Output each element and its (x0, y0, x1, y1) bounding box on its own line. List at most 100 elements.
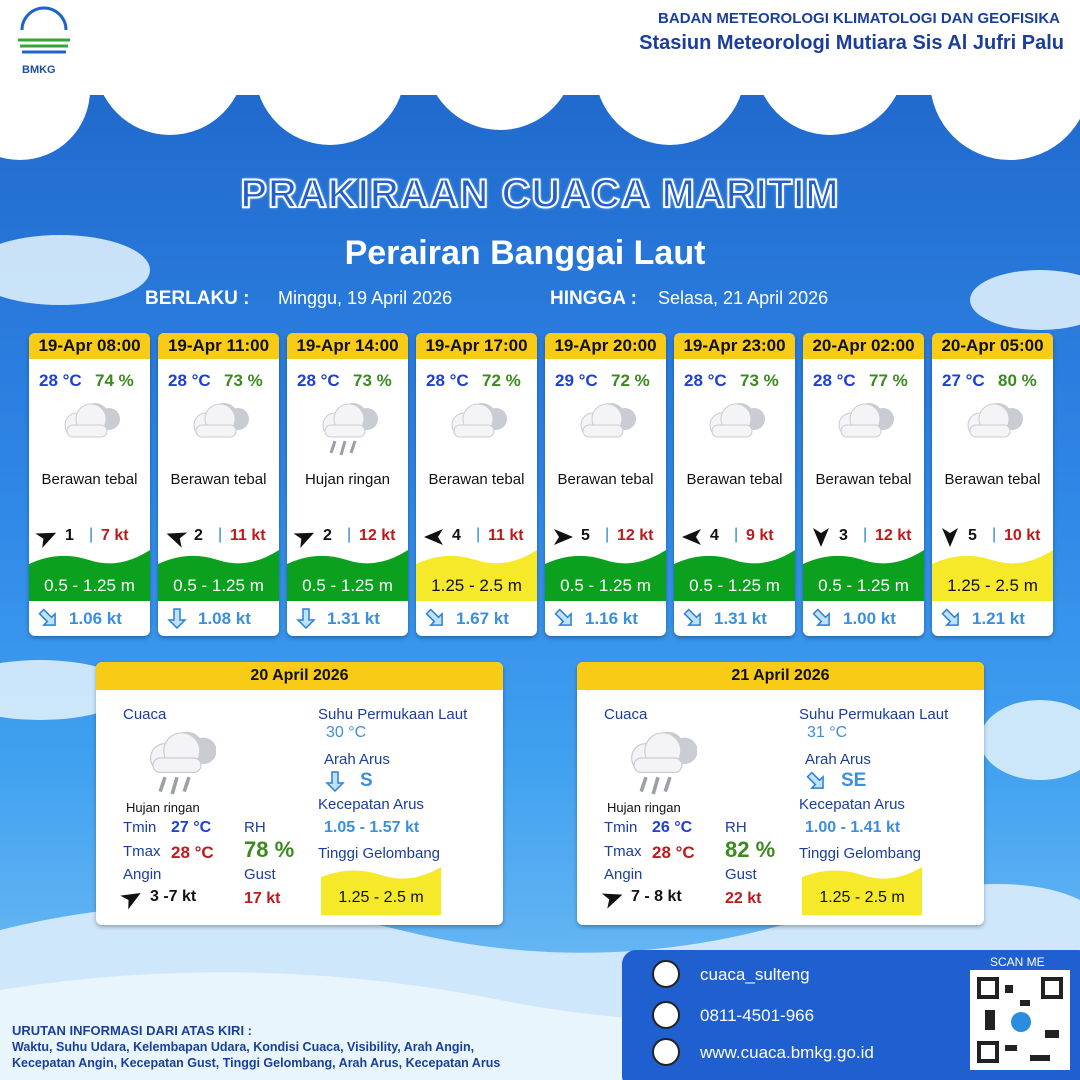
forecast-time: 19-Apr 11:00 (158, 333, 279, 359)
valid-to-label: HINGGA : (550, 288, 637, 309)
forecast-time: 20-Apr 02:00 (803, 333, 924, 359)
separator: | (476, 526, 481, 543)
label: Kecepatan Arus (799, 796, 905, 813)
current-arrow (167, 608, 187, 629)
air-temp: 28 °C (39, 371, 82, 390)
current-arrow (806, 771, 824, 789)
tmax: 28 °C (652, 843, 695, 862)
wind-arrow (942, 528, 958, 547)
current-arrow (325, 771, 345, 792)
weather: Hujan ringan (126, 800, 200, 815)
label: Tmax (604, 843, 642, 860)
current-arrow (38, 608, 56, 626)
wave-height: 0.5 - 1.25 m (302, 576, 393, 595)
air-temp: 28 °C (813, 371, 856, 390)
wind-speed: 11 kt (488, 527, 524, 544)
wind-speed: 9 kt (746, 527, 774, 544)
label: Arah Arus (324, 751, 390, 768)
separator: | (863, 526, 868, 543)
weather: Hujan ringan (304, 471, 391, 488)
label: RH (725, 819, 747, 836)
current-speed: 1.67 kt (456, 609, 509, 628)
air-temp: 27 °C (942, 371, 985, 390)
forecast-card: 19-Apr 23:00 28 °C 73 % Berawan tebal 4 | 9 k… (674, 333, 795, 636)
current-arrow (941, 608, 959, 626)
note-line: Kecepatan Angin, Kecepatan Gust, Tinggi … (12, 1056, 501, 1070)
humidity: 77 % (869, 371, 908, 390)
wind-arrow (424, 529, 443, 545)
current-dir: S (360, 770, 373, 791)
current-speed: 1.31 kt (327, 609, 380, 628)
humidity: 80 % (998, 371, 1037, 390)
wind: 3 -7 kt (150, 888, 197, 905)
daily-panel: 20 April 2026 Cuaca Hujan ringan Tmin 27 °C… (96, 662, 503, 925)
wave-height: 1.25 - 2.5 m (947, 576, 1038, 595)
weather-icon (967, 403, 1023, 438)
forecast-card: 19-Apr 11:00 28 °C 73 % Berawan tebal 2 | 11 … (158, 333, 279, 636)
wind-arrow (120, 893, 141, 910)
wind-speed: 11 kt (230, 527, 266, 544)
forecast-card: 19-Apr 14:00 28 °C 73 % Hujan ringan 2 | 12 k… (287, 333, 408, 636)
wave-height: 0.5 - 1.25 m (818, 576, 909, 595)
weather-icon (838, 403, 894, 438)
label: Kecepatan Arus (318, 796, 424, 813)
label: Angin (604, 866, 643, 883)
separator: | (992, 526, 997, 543)
label: Tmin (123, 819, 157, 836)
valid-from: Minggu, 19 April 2026 (278, 288, 453, 308)
weather-icon (150, 731, 216, 795)
current-speed: 1.31 kt (714, 609, 767, 628)
note-line: Waktu, Suhu Udara, Kelembapan Udara, Kon… (12, 1040, 475, 1054)
weather-icon (322, 403, 378, 456)
scan-label: SCAN ME (990, 955, 1045, 969)
label: Cuaca (604, 706, 648, 723)
current-speed: 1.00 - 1.41 kt (805, 819, 901, 836)
wave-height: 1.25 - 2.5 m (819, 889, 905, 906)
label: Suhu Permukaan Laut (318, 706, 468, 723)
wave-height: 0.5 - 1.25 m (44, 576, 135, 595)
separator: | (605, 526, 610, 543)
gust: 17 kt (244, 890, 281, 907)
phone: 0811-4501-966 (700, 1006, 815, 1025)
wind-arrow (166, 532, 188, 548)
wave-shape (932, 550, 1053, 601)
weather: Berawan tebal (815, 471, 912, 488)
wind-speed: 7 kt (101, 527, 129, 544)
wave-shape (416, 550, 537, 601)
weather: Berawan tebal (686, 471, 783, 488)
wind-scale: 5 (581, 527, 590, 544)
forecast-card: 20-Apr 02:00 28 °C 77 % Berawan tebal 3 | 12 … (803, 333, 924, 636)
air-temp: 29 °C (555, 371, 598, 390)
weather: Berawan tebal (170, 471, 267, 488)
valid-to: Selasa, 21 April 2026 (658, 288, 829, 308)
daily-date: 20 April 2026 (96, 662, 503, 690)
weather: Berawan tebal (944, 471, 1041, 488)
forecast-time: 19-Apr 14:00 (287, 333, 408, 359)
wind-speed: 12 kt (359, 527, 396, 544)
weather-icon (631, 731, 697, 795)
label: Tinggi Gelombang (318, 845, 441, 862)
tmax: 28 °C (171, 843, 214, 862)
valid-from-label: BERLAKU : (145, 288, 250, 309)
forecast-time: 19-Apr 08:00 (29, 333, 150, 359)
humidity: 74 % (95, 371, 134, 390)
weather: Berawan tebal (557, 471, 654, 488)
separator: | (734, 526, 739, 543)
wind-scale: 3 (839, 527, 848, 544)
forecast-time: 19-Apr 20:00 (545, 333, 666, 359)
wave-height: 0.5 - 1.25 m (689, 576, 780, 595)
label: Angin (123, 866, 162, 883)
title: PRAKIRAAN CUACA MARITIM (239, 171, 840, 217)
daily-panel: 21 April 2026 Cuaca Hujan ringan Tmin 26 °C… (577, 662, 984, 925)
wave-shape (803, 550, 924, 601)
current-arrow (683, 608, 701, 626)
current-speed: 1.00 kt (843, 609, 896, 628)
wind-speed: 10 kt (1004, 527, 1041, 544)
wave-height: 0.5 - 1.25 m (560, 576, 651, 595)
current-dir: SE (841, 770, 867, 791)
agency: BADAN METEOROLOGI KLIMATOLOGI DAN GEOFIS… (658, 10, 1060, 27)
forecast-time: 19-Apr 23:00 (674, 333, 795, 359)
label: RH (244, 819, 266, 836)
label: Tmin (604, 819, 638, 836)
humidity: 72 % (482, 371, 521, 390)
